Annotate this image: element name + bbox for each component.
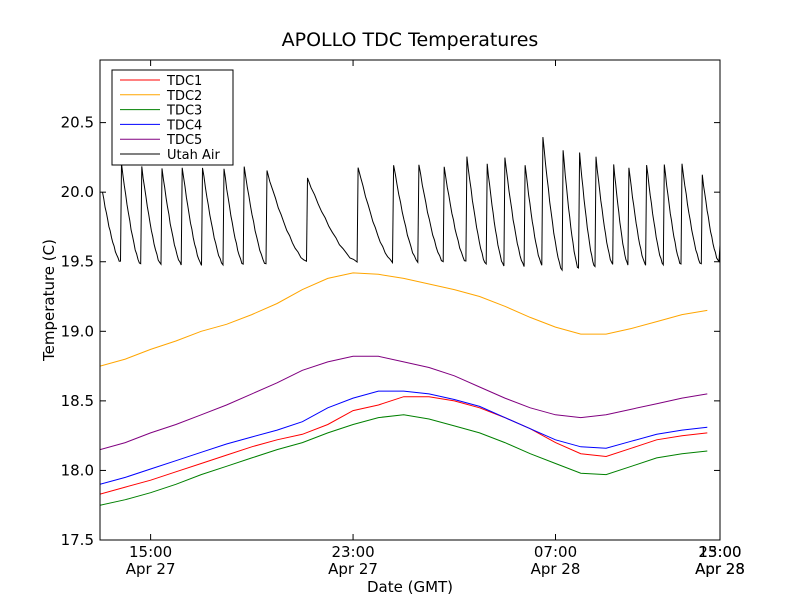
legend-label: Utah Air [167,148,220,163]
x-tick-date-label: Apr 28 [695,560,745,578]
x-tick-time-label: 23:00 [698,543,741,561]
legend-label: TDC3 [166,104,202,119]
legend-label: TDC4 [166,118,202,133]
chart-title: APOLLO TDC Temperatures [282,29,539,51]
x-tick-time-label: 07:00 [534,543,577,561]
plot-frame [99,59,721,541]
series-line-tdc5 [100,355,708,451]
series-line-tdc4 [100,390,708,485]
x-tick-date-label: Apr 28 [695,560,745,578]
series-line-tdc3 [100,414,708,506]
legend-label: TDC2 [166,89,202,104]
x-tick-time-label: 23:00 [331,543,374,561]
y-tick-label: 19.0 [61,322,94,340]
legend-frame [111,69,234,166]
y-tick-label: 19.5 [61,253,94,271]
series-group [100,137,720,506]
legend-label: TDC5 [166,133,202,148]
y-axis-label: Temperature (C) [40,239,58,362]
x-tick-time-label: 15:00 [698,543,741,561]
y-tick-label: 18.5 [61,392,94,410]
y-tick-label: 17.5 [61,531,94,549]
series-line-tdc1 [100,396,708,495]
y-tick-label: 20.0 [61,183,94,201]
series-layer [100,137,720,506]
x-tick-date-label: Apr 27 [126,560,176,578]
x-tick-date-label: Apr 27 [328,560,378,578]
series-line-tdc2 [100,272,708,367]
x-tick-time-label: 15:00 [129,543,172,561]
series-line-utah-air [102,137,720,272]
x-axis-label: Date (GMT) [367,578,453,596]
y-tick-label: 18.0 [61,461,94,479]
x-tick-date-label: Apr 28 [531,560,581,578]
legend-label: TDC1 [166,74,202,89]
y-tick-label: 20.5 [61,114,94,132]
